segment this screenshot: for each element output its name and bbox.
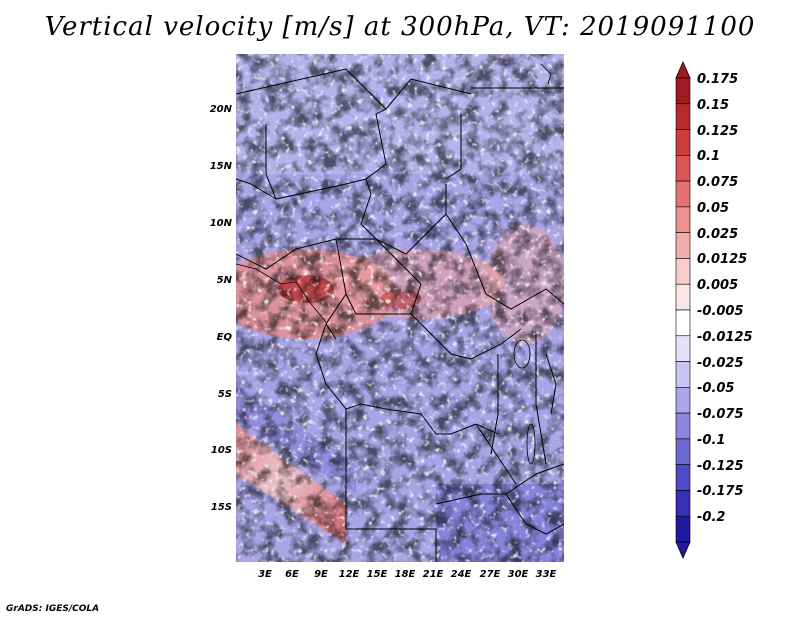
colorbar-label: 0.075 xyxy=(697,175,739,191)
x-tick-30E: 30E xyxy=(507,569,529,580)
colorbar-segment xyxy=(675,438,691,465)
country-borders xyxy=(236,68,564,562)
colorbar-segment xyxy=(675,232,691,259)
colorbar-segment xyxy=(675,490,691,517)
y-tick-EQ: EQ xyxy=(216,332,232,343)
colorbar-segment xyxy=(675,309,691,337)
colorbar-label: 0.175 xyxy=(697,72,739,87)
y-tick-5S: 5S xyxy=(217,389,232,400)
y-tick-5N: 5N xyxy=(216,275,232,286)
y-tick-20N: 20N xyxy=(209,104,232,115)
colorbar-segment xyxy=(675,206,691,233)
y-tick-15N: 15N xyxy=(209,161,232,172)
y-tick-15S: 15S xyxy=(210,502,232,513)
colorbar-label: -0.125 xyxy=(697,458,744,474)
colorbar-label: 0.15 xyxy=(697,97,730,113)
map-title: Vertical velocity [m/s] at 300hPa, VT: 2… xyxy=(44,12,756,42)
colorbar-segment xyxy=(675,180,691,208)
colorbar-label: -0.005 xyxy=(697,304,744,319)
colorbar xyxy=(675,61,691,559)
colorbar-label: -0.05 xyxy=(697,381,735,397)
colorbar-label: 0.005 xyxy=(697,278,739,294)
colorbar-segment xyxy=(675,387,691,414)
colorbar-segment xyxy=(675,129,691,156)
colorbar-segment xyxy=(675,103,691,130)
x-tick-21E: 21E xyxy=(422,569,444,580)
colorbar-label: -0.075 xyxy=(697,407,744,423)
coastlines xyxy=(236,63,552,465)
x-tick-9E: 9E xyxy=(314,569,328,580)
grads-credit: GrADS: IGES/COLA xyxy=(6,604,100,614)
y-tick-10S: 10S xyxy=(210,445,232,456)
colorbar-top-arrow xyxy=(675,61,691,79)
colorbar-segment xyxy=(675,155,691,182)
colorbar-label: -0.1 xyxy=(697,432,726,448)
colorbar-segment xyxy=(675,412,691,440)
x-tick-12E: 12E xyxy=(338,569,360,580)
x-tick-15E: 15E xyxy=(366,569,388,580)
colorbar-segment xyxy=(675,515,691,543)
colorbar-label: -0.0125 xyxy=(697,329,753,345)
x-tick-18E: 18E xyxy=(394,569,416,580)
colorbar-label: -0.175 xyxy=(697,484,744,500)
y-tick-10N: 10N xyxy=(209,218,232,229)
colorbar-label: 0.05 xyxy=(697,200,730,216)
speck-texture xyxy=(236,54,564,562)
colorbar-segment xyxy=(675,258,691,285)
x-tick-27E: 27E xyxy=(479,569,501,580)
colorbar-label: 0.125 xyxy=(697,123,739,139)
x-tick-6E: 6E xyxy=(285,569,299,580)
x-tick-3E: 3E xyxy=(258,569,272,580)
x-tick-33E: 33E xyxy=(535,569,557,580)
colorbar-label: -0.025 xyxy=(697,355,744,371)
colorbar-segment xyxy=(675,77,691,105)
colorbar-label: 0.025 xyxy=(697,226,739,242)
velocity-map xyxy=(236,54,564,562)
colorbar-label: 0.1 xyxy=(697,149,721,165)
colorbar-segment xyxy=(675,335,691,362)
x-tick-24E: 24E xyxy=(450,569,472,580)
colorbar-segment xyxy=(675,283,691,311)
colorbar-bottom-arrow xyxy=(675,541,691,559)
colorbar-segment xyxy=(675,464,691,491)
colorbar-segment xyxy=(675,361,691,388)
colorbar-label: 0.0125 xyxy=(697,252,748,268)
colorbar-label: -0.2 xyxy=(697,510,726,526)
